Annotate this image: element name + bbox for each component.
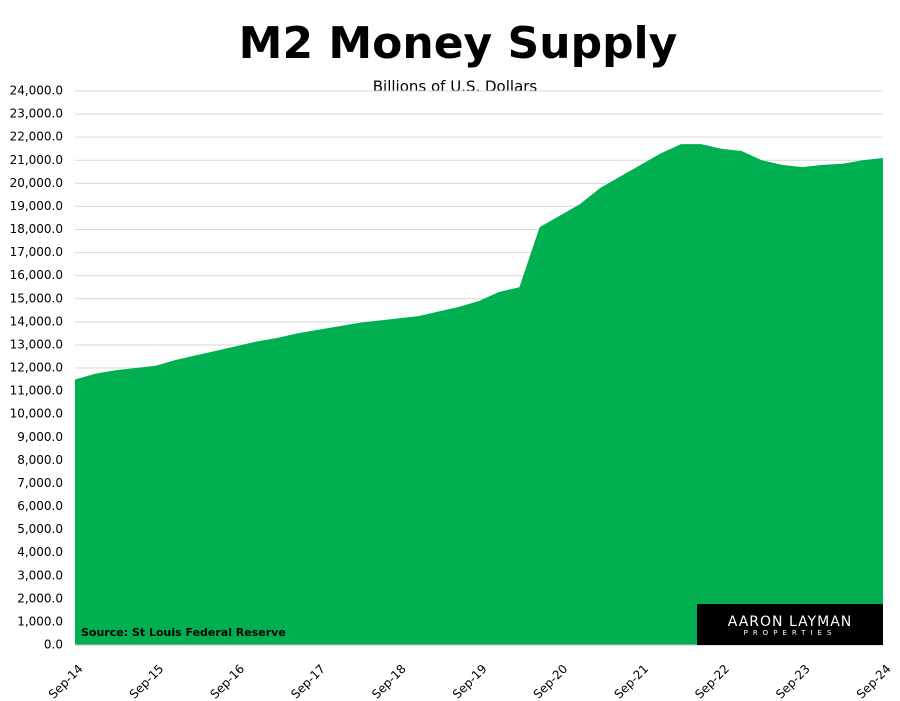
y-tick-label: 8,000.0 [17,453,63,467]
x-tick-label: Sep-19 [450,662,490,701]
y-tick-label: 4,000.0 [17,545,63,559]
x-tick-label: Sep-17 [288,662,328,701]
y-tick-label: 14,000.0 [10,314,63,328]
y-tick-label: 10,000.0 [10,407,63,421]
y-tick-label: 3,000.0 [17,568,63,582]
area [75,144,883,645]
x-tick-label: Sep-21 [611,662,651,701]
logo-subtitle: PROPERTIES [744,629,837,637]
y-tick-label: 13,000.0 [10,337,63,351]
chart-title: M2 Money Supply [239,18,678,69]
x-tick-label: Sep-23 [773,662,813,701]
y-tick-label: 18,000.0 [10,222,63,236]
y-tick-label: 24,000.0 [10,84,63,98]
y-tick-label: 6,000.0 [17,499,63,513]
y-tick-label: 12,000.0 [10,361,63,375]
x-tick-label: Sep-14 [46,662,86,701]
y-tick-label: 23,000.0 [10,107,63,121]
source-note: Source: St Louis Federal Reserve [81,626,286,639]
x-tick-label: Sep-22 [692,662,732,701]
x-tick-label: Sep-15 [127,662,167,701]
y-tick-label: 0.0 [44,638,63,652]
y-tick-label: 2,000.0 [17,591,63,605]
y-tick-label: 1,000.0 [17,614,63,628]
y-tick-label: 19,000.0 [10,199,63,213]
y-tick-label: 9,000.0 [17,430,63,444]
y-tick-label: 22,000.0 [10,130,63,144]
y-tick-label: 21,000.0 [10,153,63,167]
y-tick-label: 16,000.0 [10,268,63,282]
y-tick-label: 11,000.0 [10,384,63,398]
y-tick-label: 7,000.0 [17,476,63,490]
y-tick-label: 5,000.0 [17,522,63,536]
y-tick-label: 17,000.0 [10,245,63,259]
x-tick-label: Sep-18 [369,662,409,701]
x-tick-label: Sep-24 [854,662,894,701]
y-tick-label: 20,000.0 [10,176,63,190]
logo-box [697,604,883,645]
x-tick-label: Sep-16 [207,662,247,701]
logo-title: AARON LAYMAN [728,614,853,630]
y-tick-label: 15,000.0 [10,291,63,305]
x-tick-label: Sep-20 [531,662,571,701]
chart-subtitle: Billions of U.S. Dollars [373,78,538,96]
